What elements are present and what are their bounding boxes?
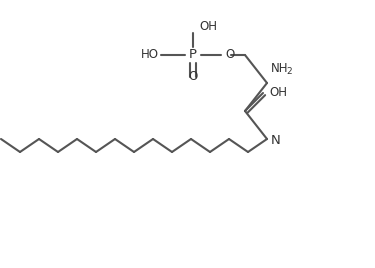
- Text: OH: OH: [269, 87, 287, 99]
- Text: NH: NH: [271, 62, 288, 76]
- Text: HO: HO: [141, 49, 159, 61]
- Text: OH: OH: [199, 20, 217, 34]
- Text: 2: 2: [286, 66, 292, 76]
- Text: N: N: [271, 135, 281, 147]
- Text: O: O: [188, 70, 198, 83]
- Text: P: P: [189, 49, 197, 61]
- Text: O: O: [225, 49, 234, 61]
